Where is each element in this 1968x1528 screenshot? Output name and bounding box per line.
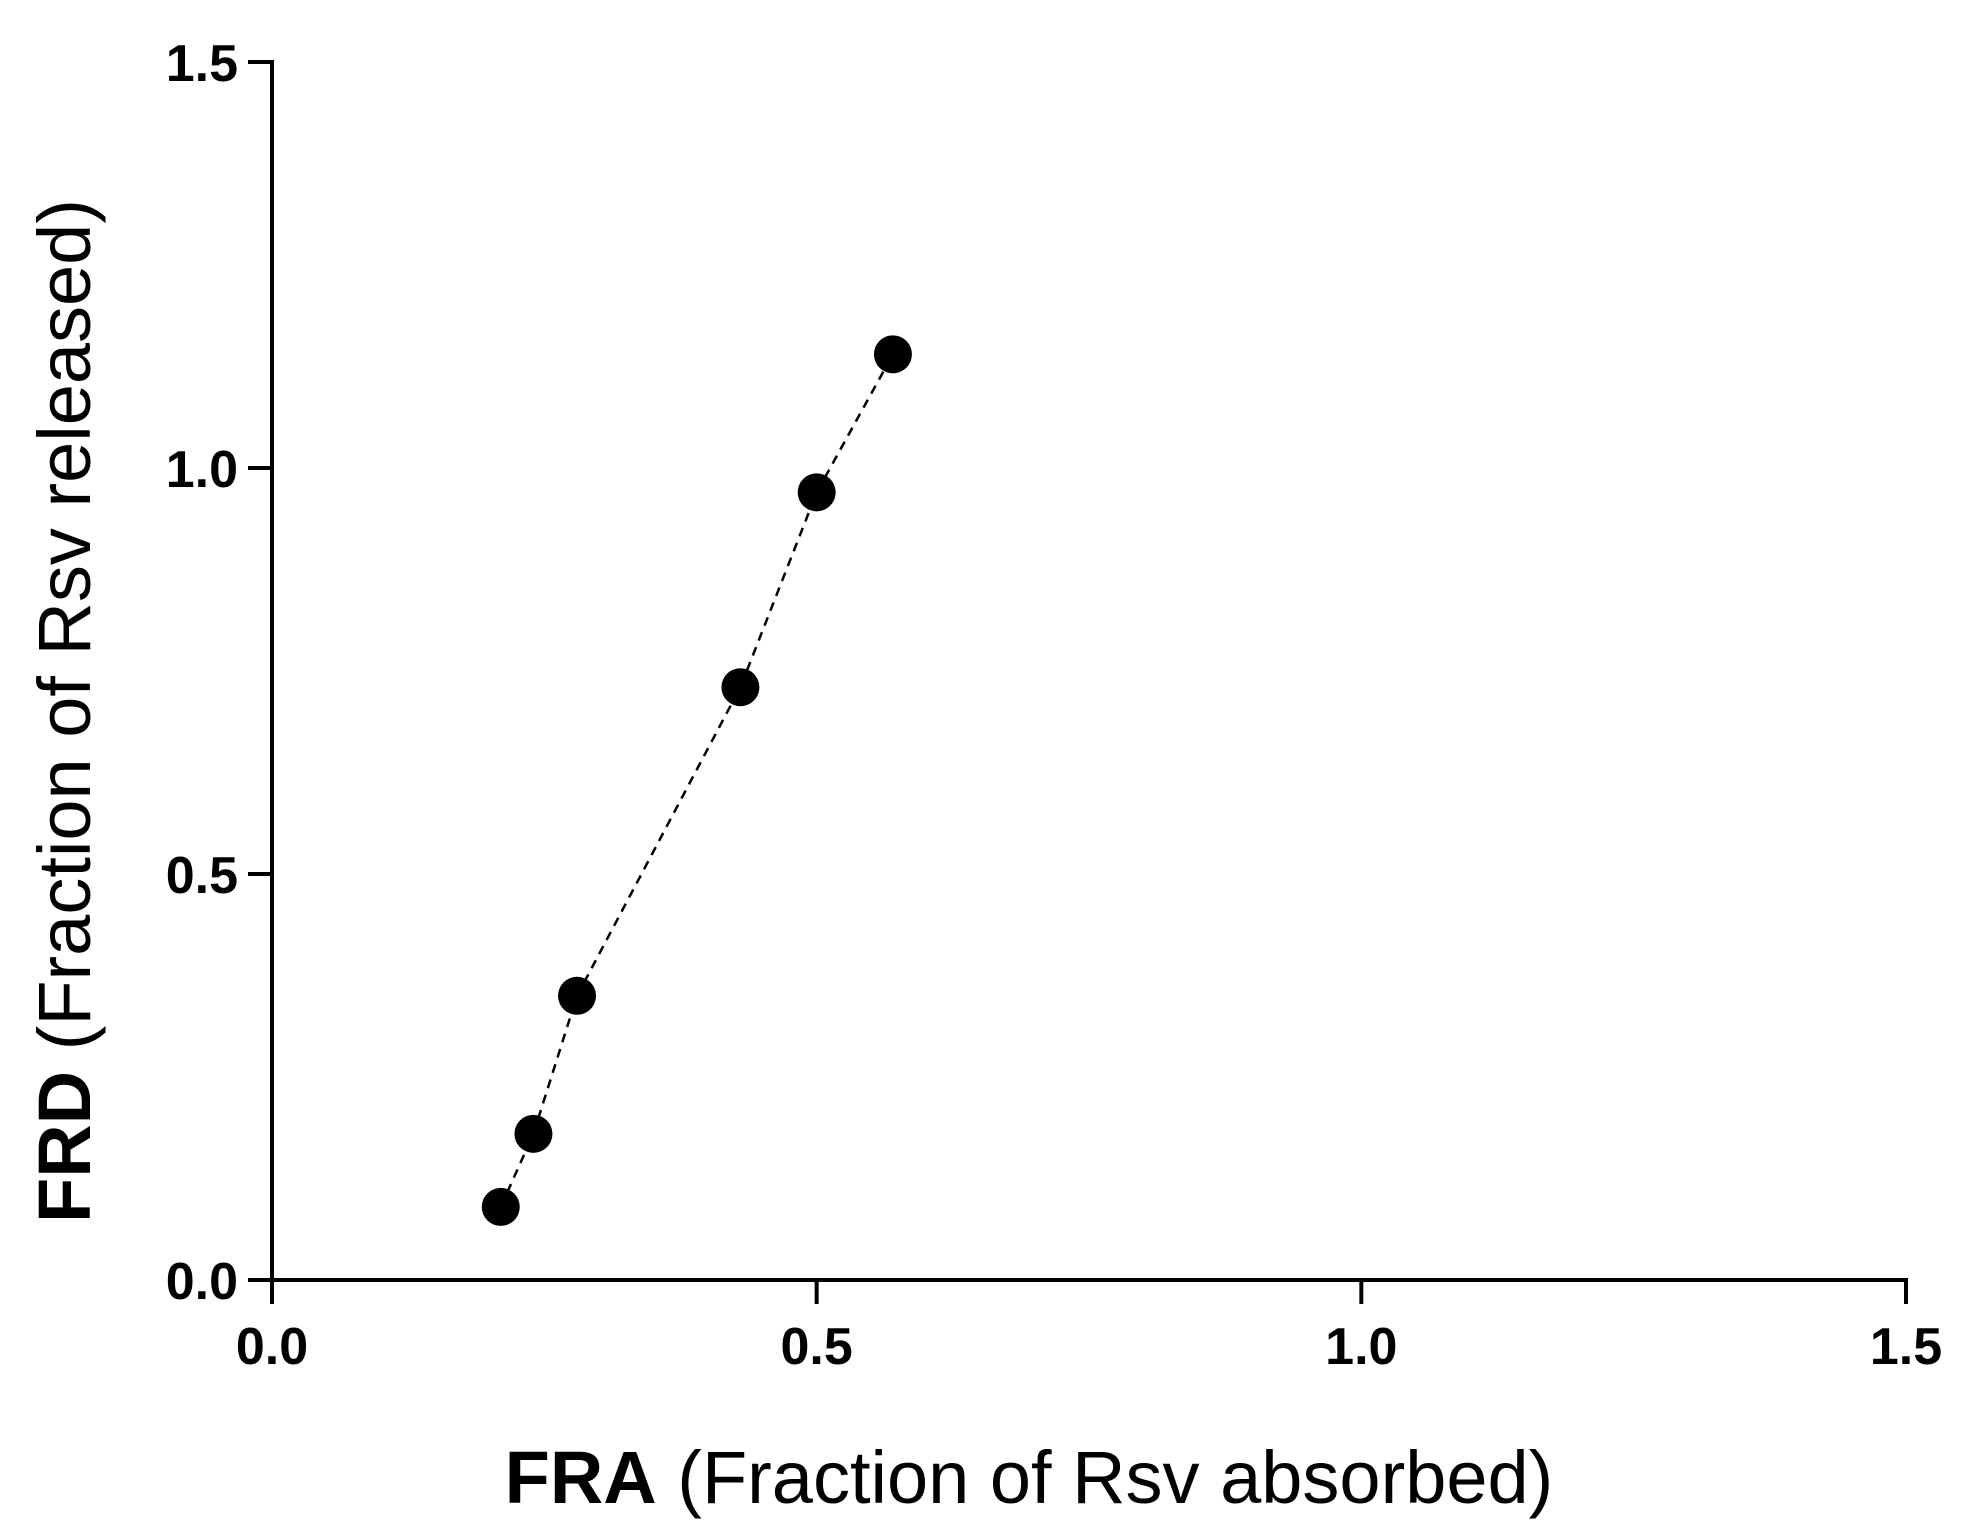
- y-tick-label: 1.0: [166, 441, 238, 499]
- data-point: [558, 976, 597, 1015]
- x-tick-label: 1.5: [1870, 1318, 1942, 1376]
- data-point: [481, 1187, 520, 1226]
- y-axis-title: FRD (Fraction of Rsv released): [23, 199, 106, 1223]
- y-tick-label: 0.0: [166, 1253, 238, 1311]
- data-point: [873, 335, 912, 374]
- y-axis-title-desc: (Fraction of Rsv released): [23, 199, 106, 1071]
- x-tick-label: 0.5: [781, 1318, 853, 1376]
- series: [481, 335, 912, 1226]
- series-dashed-line: [499, 353, 894, 1208]
- x-axis-title-desc: (Fraction of Rsv absorbed): [657, 1436, 1554, 1519]
- data-point: [721, 668, 760, 707]
- y-ticks: 0.0 0.5 1.0 1.5: [166, 35, 272, 1311]
- x-axis-title-abbrev: FRA: [505, 1436, 657, 1519]
- x-ticks: 0.0 0.5 1.0 1.5: [236, 1280, 1942, 1376]
- y-axis-title-abbrev: FRD: [23, 1071, 106, 1223]
- axes: [270, 60, 1908, 1282]
- x-axis-title: FRA (Fraction of Rsv absorbed): [505, 1436, 1554, 1519]
- data-point: [797, 473, 836, 512]
- x-tick-label: 0.0: [236, 1318, 308, 1376]
- data-point: [514, 1114, 553, 1153]
- y-tick-label: 0.5: [166, 847, 238, 905]
- x-tick-label: 1.0: [1325, 1318, 1397, 1376]
- y-tick-label: 1.5: [166, 35, 238, 93]
